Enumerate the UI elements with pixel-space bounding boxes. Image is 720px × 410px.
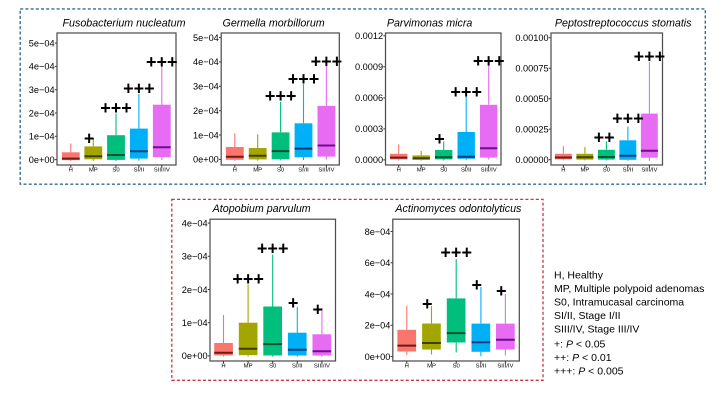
svg-text:MP, Multiple polypoid adenomas: MP, Multiple polypoid adenomas bbox=[554, 283, 704, 295]
svg-text:SIII/IV: SIII/IV bbox=[641, 167, 657, 173]
svg-text:+: P < 0.05: +: P < 0.05 bbox=[554, 339, 606, 351]
svg-text:SIII/IV: SIII/IV bbox=[497, 363, 513, 369]
svg-text:6e−04: 6e−04 bbox=[365, 258, 391, 268]
svg-text:SIII/IV: SIII/IV bbox=[318, 167, 334, 173]
svg-text:+++: +++ bbox=[473, 51, 505, 71]
svg-text:++: ++ bbox=[594, 128, 615, 148]
svg-text:+++: +++ bbox=[123, 79, 155, 99]
svg-text:2e−04: 2e−04 bbox=[193, 106, 219, 116]
svg-text:SI/II: SI/II bbox=[623, 167, 634, 173]
svg-text:SIII/IV: SIII/IV bbox=[154, 167, 170, 173]
svg-text:+: + bbox=[434, 129, 445, 149]
svg-text:MP: MP bbox=[427, 363, 436, 369]
svg-text:Germella morbillorum: Germella morbillorum bbox=[223, 18, 325, 30]
svg-text:0.00075: 0.00075 bbox=[515, 64, 548, 74]
svg-text:SI/II: SI/II bbox=[298, 167, 309, 173]
svg-text:S0: S0 bbox=[277, 167, 285, 173]
svg-text:+++: +++ bbox=[257, 239, 289, 259]
svg-text:H, Healthy: H, Healthy bbox=[554, 269, 604, 281]
svg-text:SI/II, Stage I/II: SI/II, Stage I/II bbox=[554, 310, 621, 322]
svg-text:1e−04: 1e−04 bbox=[193, 130, 219, 140]
svg-text:S0: S0 bbox=[269, 363, 277, 369]
svg-text:+++: +++ bbox=[146, 52, 178, 72]
svg-text:5e−04: 5e−04 bbox=[193, 33, 219, 43]
svg-text:+++: +++ bbox=[265, 86, 297, 106]
svg-text:2e−04: 2e−04 bbox=[365, 321, 391, 331]
svg-text:0e+00: 0e+00 bbox=[193, 155, 219, 165]
svg-text:4e−04: 4e−04 bbox=[365, 289, 391, 299]
svg-text:MP: MP bbox=[244, 363, 253, 369]
svg-text:H: H bbox=[397, 167, 401, 173]
svg-text:+++: +++ bbox=[634, 46, 666, 66]
svg-text:5e−04: 5e−04 bbox=[29, 38, 55, 48]
svg-text:+++: +++ bbox=[232, 269, 264, 289]
svg-text:+: + bbox=[84, 128, 95, 148]
svg-text:0.00100: 0.00100 bbox=[515, 33, 548, 43]
svg-text:+++: +++ bbox=[612, 109, 644, 129]
svg-text:4e−04: 4e−04 bbox=[193, 57, 219, 67]
svg-text:++: P < 0.01: ++: P < 0.01 bbox=[554, 352, 612, 364]
svg-text:Actinomyces odontolyticus: Actinomyces odontolyticus bbox=[394, 203, 522, 215]
svg-text:Fusobacterium nucleatum: Fusobacterium nucleatum bbox=[63, 18, 186, 30]
svg-text:+: + bbox=[422, 294, 433, 314]
svg-text:+++: +++ bbox=[440, 242, 472, 262]
svg-text:H: H bbox=[221, 363, 225, 369]
svg-text:MP: MP bbox=[417, 167, 426, 173]
svg-text:S0: S0 bbox=[112, 167, 120, 173]
svg-text:SI/II: SI/II bbox=[292, 363, 303, 369]
svg-text:SIII/IV: SIII/IV bbox=[481, 167, 497, 173]
svg-text:MP: MP bbox=[580, 167, 589, 173]
svg-text:3e−04: 3e−04 bbox=[193, 82, 219, 92]
svg-text:H: H bbox=[405, 363, 409, 369]
svg-text:0.0003: 0.0003 bbox=[355, 124, 383, 134]
svg-text:4e−04: 4e−04 bbox=[182, 218, 208, 228]
svg-text:H: H bbox=[69, 167, 73, 173]
svg-text:0.0000: 0.0000 bbox=[355, 155, 383, 165]
svg-text:SI/II: SI/II bbox=[476, 363, 487, 369]
svg-text:S0, Intramucasal carcinoma: S0, Intramucasal carcinoma bbox=[554, 296, 684, 308]
svg-text:1e−04: 1e−04 bbox=[182, 318, 208, 328]
svg-text:0.0006: 0.0006 bbox=[355, 93, 383, 103]
svg-text:0.00050: 0.00050 bbox=[515, 94, 548, 104]
svg-text:4e−04: 4e−04 bbox=[29, 62, 55, 72]
svg-text:SIII/IV: SIII/IV bbox=[314, 363, 330, 369]
svg-text:3e−04: 3e−04 bbox=[29, 85, 55, 95]
svg-text:0.00000: 0.00000 bbox=[515, 155, 548, 165]
svg-text:+: + bbox=[471, 275, 482, 295]
svg-text:Peptostreptococcus stomatis: Peptostreptococcus stomatis bbox=[555, 18, 692, 30]
svg-text:S0: S0 bbox=[603, 167, 611, 173]
svg-text:Parvimonas micra: Parvimonas micra bbox=[387, 18, 473, 30]
svg-text:SIII/IV, Stage III/IV: SIII/IV, Stage III/IV bbox=[554, 323, 639, 335]
svg-text:+++: +++ bbox=[311, 51, 343, 71]
svg-text:0e+00: 0e+00 bbox=[365, 352, 391, 362]
svg-text:0.0012: 0.0012 bbox=[355, 31, 383, 41]
svg-text:+++: +++ bbox=[100, 98, 132, 118]
svg-text:+++: +++ bbox=[450, 82, 482, 102]
svg-text:0e+00: 0e+00 bbox=[182, 351, 208, 361]
svg-text:+: + bbox=[312, 299, 323, 319]
svg-text:S0: S0 bbox=[440, 167, 448, 173]
svg-text:0.00025: 0.00025 bbox=[515, 125, 548, 135]
svg-text:+: + bbox=[496, 281, 507, 301]
svg-text:+: + bbox=[288, 293, 299, 313]
svg-text:MP: MP bbox=[253, 167, 262, 173]
svg-text:SI/II: SI/II bbox=[461, 167, 472, 173]
svg-text:+++: +++ bbox=[288, 69, 320, 89]
svg-text:0e+00: 0e+00 bbox=[29, 155, 55, 165]
svg-text:0.0009: 0.0009 bbox=[355, 62, 383, 72]
svg-text:3e−04: 3e−04 bbox=[182, 252, 208, 262]
svg-text:1e−04: 1e−04 bbox=[29, 132, 55, 142]
svg-text:+++: P < 0.005: +++: P < 0.005 bbox=[554, 366, 624, 378]
svg-text:8e−04: 8e−04 bbox=[365, 227, 391, 237]
svg-text:Atopobium parvulum: Atopobium parvulum bbox=[212, 203, 311, 215]
svg-text:H: H bbox=[561, 167, 565, 173]
svg-text:2e−04: 2e−04 bbox=[182, 285, 208, 295]
svg-text:MP: MP bbox=[89, 167, 98, 173]
svg-text:H: H bbox=[233, 167, 237, 173]
svg-text:SI/II: SI/II bbox=[134, 167, 145, 173]
svg-text:2e−04: 2e−04 bbox=[29, 108, 55, 118]
svg-text:S0: S0 bbox=[453, 363, 461, 369]
